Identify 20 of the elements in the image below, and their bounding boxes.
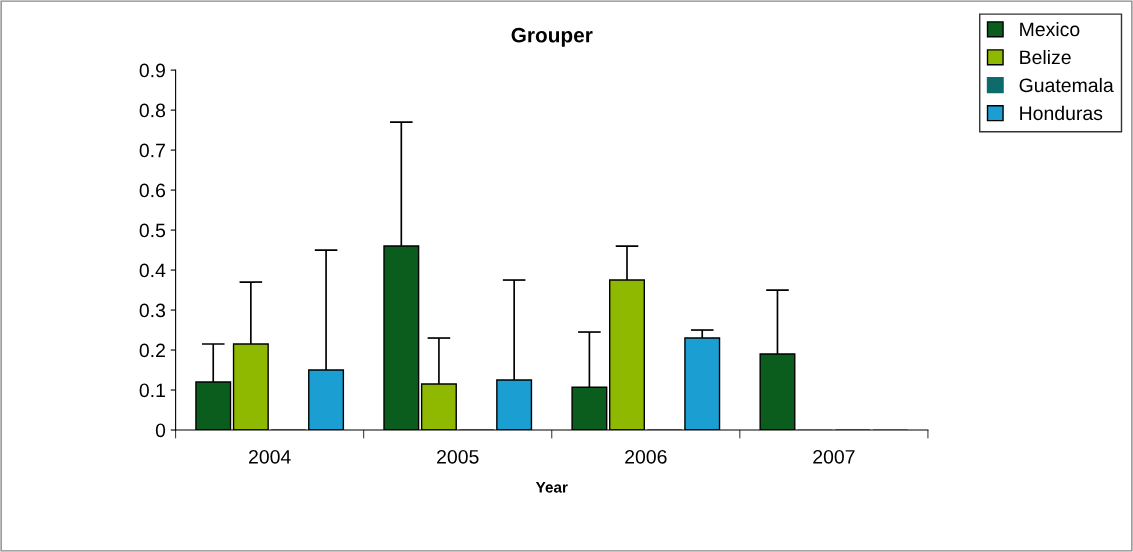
y-tick-label: 0 bbox=[155, 423, 166, 438]
y-tick-label: 0.3 bbox=[139, 303, 166, 318]
y-tick-label: 0.1 bbox=[139, 383, 165, 398]
x-tick-label: 2004 bbox=[249, 449, 291, 464]
legend-label: Guatemala bbox=[1019, 77, 1114, 93]
x-axis-title: Year bbox=[535, 482, 568, 493]
y-tick-label: 0.4 bbox=[139, 263, 166, 278]
x-tick-label: 2005 bbox=[437, 449, 479, 464]
legend-label: Belize bbox=[1020, 49, 1071, 65]
y-tick-label: 0.8 bbox=[139, 103, 166, 118]
x-tick-label: 2007 bbox=[813, 449, 855, 464]
y-tick-label: 0.2 bbox=[139, 343, 165, 358]
legend-label: Mexico bbox=[1020, 21, 1080, 37]
legend-label: Honduras bbox=[1020, 105, 1103, 121]
y-tick-label: 0.6 bbox=[139, 183, 166, 198]
x-tick-label: 2006 bbox=[625, 449, 667, 464]
chart-title: Grouper bbox=[511, 27, 593, 47]
y-tick-label: 0.9 bbox=[139, 63, 165, 78]
y-tick-label: 0.5 bbox=[139, 223, 166, 238]
y-tick-label: 0.7 bbox=[139, 143, 165, 158]
